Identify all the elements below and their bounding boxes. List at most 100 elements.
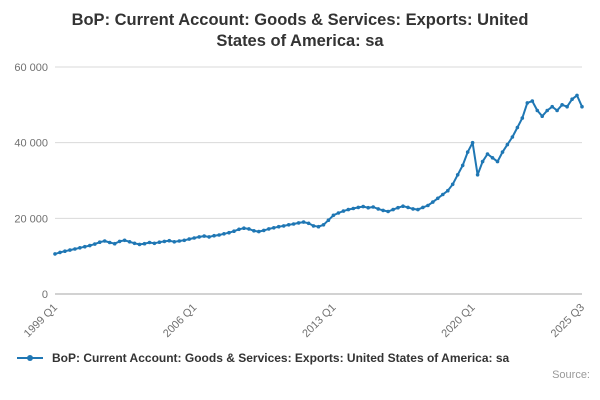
data-point-marker[interactable] bbox=[485, 152, 490, 157]
data-point-marker[interactable] bbox=[242, 226, 246, 231]
data-point-marker[interactable] bbox=[83, 245, 87, 249]
data-point-marker[interactable] bbox=[401, 204, 405, 209]
data-point-marker[interactable] bbox=[575, 93, 579, 98]
data-point-marker[interactable] bbox=[525, 101, 530, 105]
data-point-marker[interactable] bbox=[336, 211, 341, 216]
data-point-marker[interactable] bbox=[68, 248, 72, 253]
data-point-marker[interactable] bbox=[505, 143, 510, 147]
data-point-marker[interactable] bbox=[127, 240, 132, 244]
data-point-marker[interactable] bbox=[202, 234, 206, 239]
data-point-marker[interactable] bbox=[356, 205, 361, 210]
data-point-marker[interactable] bbox=[316, 225, 321, 229]
data-point-marker[interactable] bbox=[177, 239, 182, 244]
data-point-marker[interactable] bbox=[132, 241, 137, 246]
data-point-marker[interactable] bbox=[192, 236, 196, 241]
data-point-marker[interactable] bbox=[187, 237, 191, 242]
data-point-marker[interactable] bbox=[112, 242, 117, 246]
data-point-marker[interactable] bbox=[421, 205, 425, 210]
data-point-marker[interactable] bbox=[306, 221, 311, 226]
data-point-marker[interactable] bbox=[510, 135, 515, 140]
data-point-marker[interactable] bbox=[530, 99, 535, 104]
data-point-marker[interactable] bbox=[58, 250, 62, 255]
data-point-marker[interactable] bbox=[351, 206, 356, 211]
data-point-marker[interactable] bbox=[197, 235, 201, 239]
chart-svg[interactable]: 0 20 000 40 000 60 000 1999 Q1 2006 Q1 2013 Q1… bbox=[0, 53, 600, 345]
data-point-marker[interactable] bbox=[436, 196, 440, 201]
data-point-marker[interactable] bbox=[167, 239, 172, 243]
data-point-marker[interactable] bbox=[555, 108, 559, 113]
data-point-marker[interactable] bbox=[122, 238, 127, 243]
data-point-marker[interactable] bbox=[560, 103, 564, 107]
data-point-marker[interactable] bbox=[286, 223, 291, 227]
data-point-marker[interactable] bbox=[431, 200, 435, 205]
data-point-marker[interactable] bbox=[366, 206, 371, 210]
data-point-marker[interactable] bbox=[565, 105, 569, 109]
data-point-marker[interactable] bbox=[386, 209, 390, 214]
data-point-marker[interactable] bbox=[107, 240, 112, 245]
data-point-marker[interactable] bbox=[371, 205, 376, 210]
data-point-marker[interactable] bbox=[301, 220, 306, 225]
data-point-marker[interactable] bbox=[455, 173, 460, 177]
data-point-marker[interactable] bbox=[247, 227, 251, 231]
data-point-marker[interactable] bbox=[465, 150, 470, 155]
data-point-marker[interactable] bbox=[93, 242, 97, 247]
data-point-marker[interactable] bbox=[460, 163, 465, 168]
data-point-marker[interactable] bbox=[341, 209, 346, 214]
data-point-marker[interactable] bbox=[182, 238, 187, 243]
data-point-marker[interactable] bbox=[391, 208, 395, 212]
data-point-marker[interactable] bbox=[361, 205, 366, 209]
data-point-marker[interactable] bbox=[217, 233, 221, 238]
data-point-marker[interactable] bbox=[321, 223, 326, 227]
data-point-marker[interactable] bbox=[53, 252, 57, 256]
legend[interactable]: BoP: Current Account: Goods & Services: … bbox=[0, 351, 600, 365]
data-point-marker[interactable] bbox=[232, 229, 236, 234]
data-point-marker[interactable] bbox=[450, 182, 455, 187]
data-point-marker[interactable] bbox=[515, 125, 520, 130]
data-point-marker[interactable] bbox=[88, 244, 92, 248]
data-point-marker[interactable] bbox=[326, 218, 331, 223]
data-point-marker[interactable] bbox=[272, 226, 276, 230]
data-point-marker[interactable] bbox=[262, 228, 266, 233]
data-point-marker[interactable] bbox=[172, 240, 177, 244]
data-point-marker[interactable] bbox=[411, 207, 415, 211]
data-point-marker[interactable] bbox=[257, 230, 261, 234]
data-point-marker[interactable] bbox=[73, 247, 77, 252]
data-point-marker[interactable] bbox=[157, 240, 162, 245]
data-point-marker[interactable] bbox=[446, 189, 450, 193]
data-point-marker[interactable] bbox=[470, 141, 475, 145]
data-point-marker[interactable] bbox=[311, 224, 316, 228]
data-point-marker[interactable] bbox=[63, 249, 67, 254]
data-point-marker[interactable] bbox=[97, 240, 102, 245]
data-point-marker[interactable] bbox=[441, 192, 445, 197]
data-point-marker[interactable] bbox=[222, 232, 226, 236]
data-point-marker[interactable] bbox=[475, 173, 480, 177]
data-point-marker[interactable] bbox=[267, 227, 271, 231]
data-point-marker[interactable] bbox=[137, 242, 142, 247]
data-point-marker[interactable] bbox=[296, 221, 301, 225]
data-point-marker[interactable] bbox=[376, 207, 381, 211]
data-point-marker[interactable] bbox=[147, 240, 152, 245]
data-point-marker[interactable] bbox=[276, 225, 281, 229]
data-point-marker[interactable] bbox=[212, 234, 216, 238]
data-point-marker[interactable] bbox=[535, 108, 540, 113]
data-point-marker[interactable] bbox=[406, 205, 410, 210]
data-point-marker[interactable] bbox=[520, 116, 525, 121]
data-point-marker[interactable] bbox=[281, 224, 286, 228]
data-point-marker[interactable] bbox=[346, 208, 351, 212]
data-point-marker[interactable] bbox=[142, 242, 147, 246]
data-point-marker[interactable] bbox=[426, 203, 430, 208]
data-point-marker[interactable] bbox=[331, 213, 336, 218]
data-point-marker[interactable] bbox=[117, 239, 122, 244]
data-point-marker[interactable] bbox=[291, 222, 296, 227]
data-point-marker[interactable] bbox=[102, 239, 107, 244]
data-point-marker[interactable] bbox=[396, 206, 400, 210]
data-point-marker[interactable] bbox=[381, 208, 385, 213]
data-point-marker[interactable] bbox=[207, 235, 211, 239]
data-point-marker[interactable] bbox=[162, 239, 167, 244]
data-point-marker[interactable] bbox=[540, 114, 544, 119]
data-point-marker[interactable] bbox=[252, 229, 256, 233]
data-point-marker[interactable] bbox=[78, 246, 82, 250]
data-point-marker[interactable] bbox=[545, 108, 549, 113]
series-line[interactable] bbox=[54, 94, 583, 256]
data-point-marker[interactable] bbox=[490, 156, 495, 160]
